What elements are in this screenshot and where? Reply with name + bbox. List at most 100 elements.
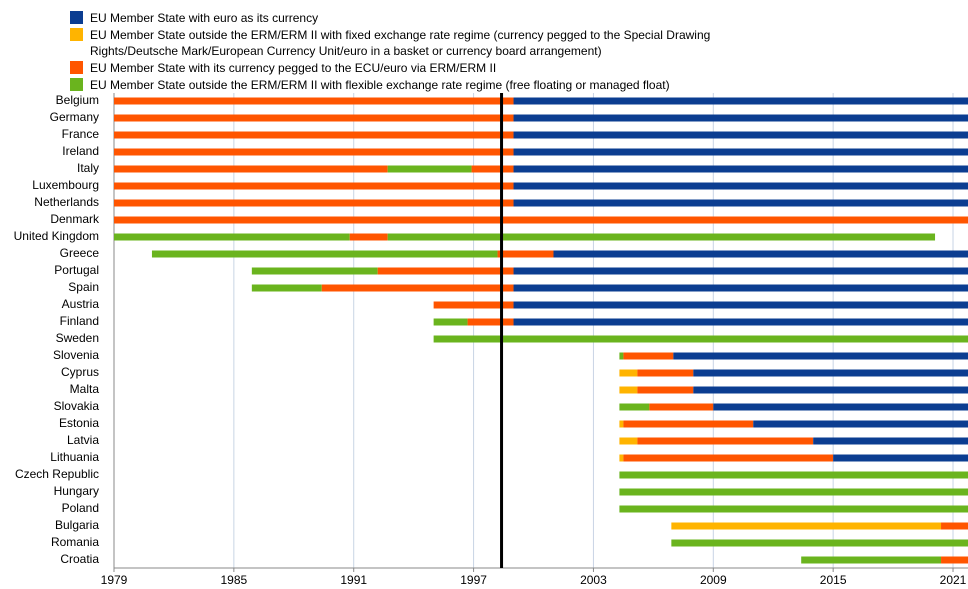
bar-segment (619, 420, 624, 428)
bar-segment (513, 131, 968, 139)
x-tick-label: 2009 (700, 573, 727, 587)
bar-segment (693, 386, 968, 394)
x-tick-label: 1979 (101, 573, 128, 587)
y-tick-label: Slovakia (54, 399, 100, 413)
y-tick-label: Estonia (59, 416, 99, 430)
bar-segment (941, 522, 968, 530)
y-tick-label: Denmark (50, 212, 100, 226)
bar-segment (433, 318, 468, 326)
y-tick-label: Croatia (60, 552, 99, 566)
bar-segment (387, 165, 472, 173)
bar-segment (623, 352, 674, 360)
bar-segment (671, 539, 968, 547)
y-tick-label: Sweden (56, 331, 99, 345)
bar-segment (713, 403, 968, 411)
bar-segment (114, 233, 350, 241)
legend-swatch (70, 28, 83, 41)
y-tick-label: Hungary (54, 484, 99, 498)
bar-segment (151, 250, 498, 258)
bar-segment (619, 386, 638, 394)
y-tick-label: Netherlands (34, 195, 99, 209)
bar-segment (619, 369, 638, 377)
y-tick-label: Portugal (54, 263, 99, 277)
bar-segment (513, 114, 968, 122)
bar-segment (623, 420, 754, 428)
bar-segment (349, 233, 388, 241)
y-tick-label: Italy (77, 161, 99, 175)
legend-item: EU Member State with its currency pegged… (70, 60, 740, 76)
bar-segment (114, 97, 514, 105)
y-tick-label: Lithuania (50, 450, 99, 464)
bar-segment (637, 437, 814, 445)
y-tick-label: Spain (68, 280, 99, 294)
legend: EU Member State with euro as its currenc… (70, 10, 740, 94)
bar-segment (513, 97, 968, 105)
bar-segment (619, 352, 624, 360)
legend-swatch (70, 61, 83, 74)
legend-label: EU Member State with its currency pegged… (90, 61, 497, 75)
y-tick-label: Malta (70, 382, 100, 396)
bar-segment (377, 267, 514, 275)
bar-segment (619, 403, 650, 411)
bar-segment (649, 403, 714, 411)
legend-label: EU Member State outside the ERM/ERM II w… (90, 28, 711, 58)
y-tick-label: Belgium (56, 93, 99, 107)
bar-segment (513, 267, 968, 275)
bar-segment (673, 352, 968, 360)
bar-segment (114, 148, 514, 156)
bar-segment (619, 437, 638, 445)
bar-segment (813, 437, 968, 445)
bar-segment (619, 488, 968, 496)
bar-segment (467, 318, 514, 326)
bar-segment (637, 386, 694, 394)
bar-segment (941, 556, 968, 564)
bar-segment (513, 148, 968, 156)
y-tick-label: Germany (50, 110, 99, 124)
bar-segment (753, 420, 968, 428)
bar-segment (513, 165, 968, 173)
bar-segment (513, 301, 968, 309)
y-tick-label: Slovenia (53, 348, 99, 362)
bar-segment (623, 454, 834, 462)
bar-segment (513, 318, 968, 326)
y-tick-label: Finland (60, 314, 99, 328)
y-tick-label: France (62, 127, 100, 141)
legend-label: EU Member State with euro as its currenc… (90, 11, 319, 25)
legend-item: EU Member State outside the ERM/ERM II w… (70, 27, 740, 59)
bar-segment (114, 199, 514, 207)
bar-segment (114, 182, 514, 190)
x-tick-label: 1985 (221, 573, 248, 587)
y-tick-label: Poland (62, 501, 99, 515)
legend-swatch (70, 78, 83, 91)
legend-swatch (70, 11, 83, 24)
bar-segment (671, 522, 942, 530)
bar-segment (114, 216, 968, 224)
bar-segment (619, 505, 968, 513)
bar-segment (471, 165, 514, 173)
legend-item: EU Member State outside the ERM/ERM II w… (70, 77, 740, 93)
bar-segment (433, 335, 968, 343)
y-tick-label: Luxembourg (32, 178, 99, 192)
bar-segment (513, 284, 968, 292)
y-tick-label: Bulgaria (55, 518, 99, 532)
bar-segment (387, 233, 936, 241)
x-tick-label: 1991 (340, 573, 367, 587)
legend-item: EU Member State with euro as its currenc… (70, 10, 740, 26)
bar-segment (114, 131, 514, 139)
bar-segment (637, 369, 694, 377)
y-tick-label: Latvia (67, 433, 99, 447)
bar-segment (114, 165, 388, 173)
bar-segment (833, 454, 968, 462)
y-tick-label: Austria (62, 297, 100, 311)
bar-segment (619, 454, 624, 462)
bar-segment (321, 284, 514, 292)
y-tick-label: Cyprus (61, 365, 99, 379)
x-tick-label: 1997 (460, 573, 487, 587)
y-tick-label: Czech Republic (15, 467, 99, 481)
bar-segment (497, 250, 554, 258)
x-tick-label: 2021 (940, 573, 967, 587)
legend-label: EU Member State outside the ERM/ERM II w… (90, 78, 670, 92)
bar-segment (513, 182, 968, 190)
